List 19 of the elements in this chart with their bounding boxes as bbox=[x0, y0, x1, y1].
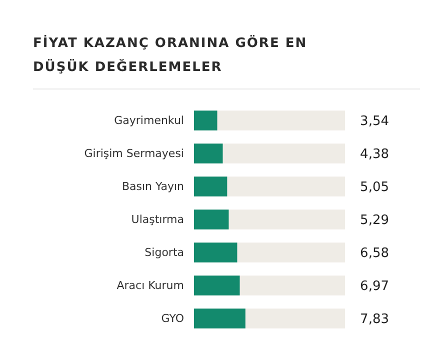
y-tick-label: Basın Yayın bbox=[122, 180, 184, 194]
y-tick-label: Aracı Kurum bbox=[116, 279, 184, 292]
bar bbox=[194, 176, 228, 196]
y-tick-label: Sigorta bbox=[144, 246, 184, 260]
data-label: 3,54 bbox=[360, 114, 389, 130]
data-label: 5,29 bbox=[360, 213, 389, 228]
data-label: 6,58 bbox=[360, 246, 389, 262]
data-label: 4,38 bbox=[360, 147, 389, 162]
y-tick-label: Girişim Sermayesi bbox=[84, 147, 184, 160]
y-tick-label: Gayrimenkul bbox=[114, 114, 184, 128]
bar bbox=[194, 210, 229, 230]
y-tick-label: GYO bbox=[161, 312, 184, 326]
y-tick-label: Ulaştırma bbox=[131, 213, 184, 226]
bar bbox=[194, 144, 223, 164]
data-label: 5,05 bbox=[360, 180, 389, 196]
bar bbox=[194, 110, 218, 130]
data-label: 7,83 bbox=[360, 312, 389, 328]
chart-title: FİYAT KAZANÇ ORANINA GÖRE EN DÜŞÜK DEĞERLEMELER bbox=[33, 34, 308, 75]
data-label: 6,97 bbox=[360, 279, 389, 294]
